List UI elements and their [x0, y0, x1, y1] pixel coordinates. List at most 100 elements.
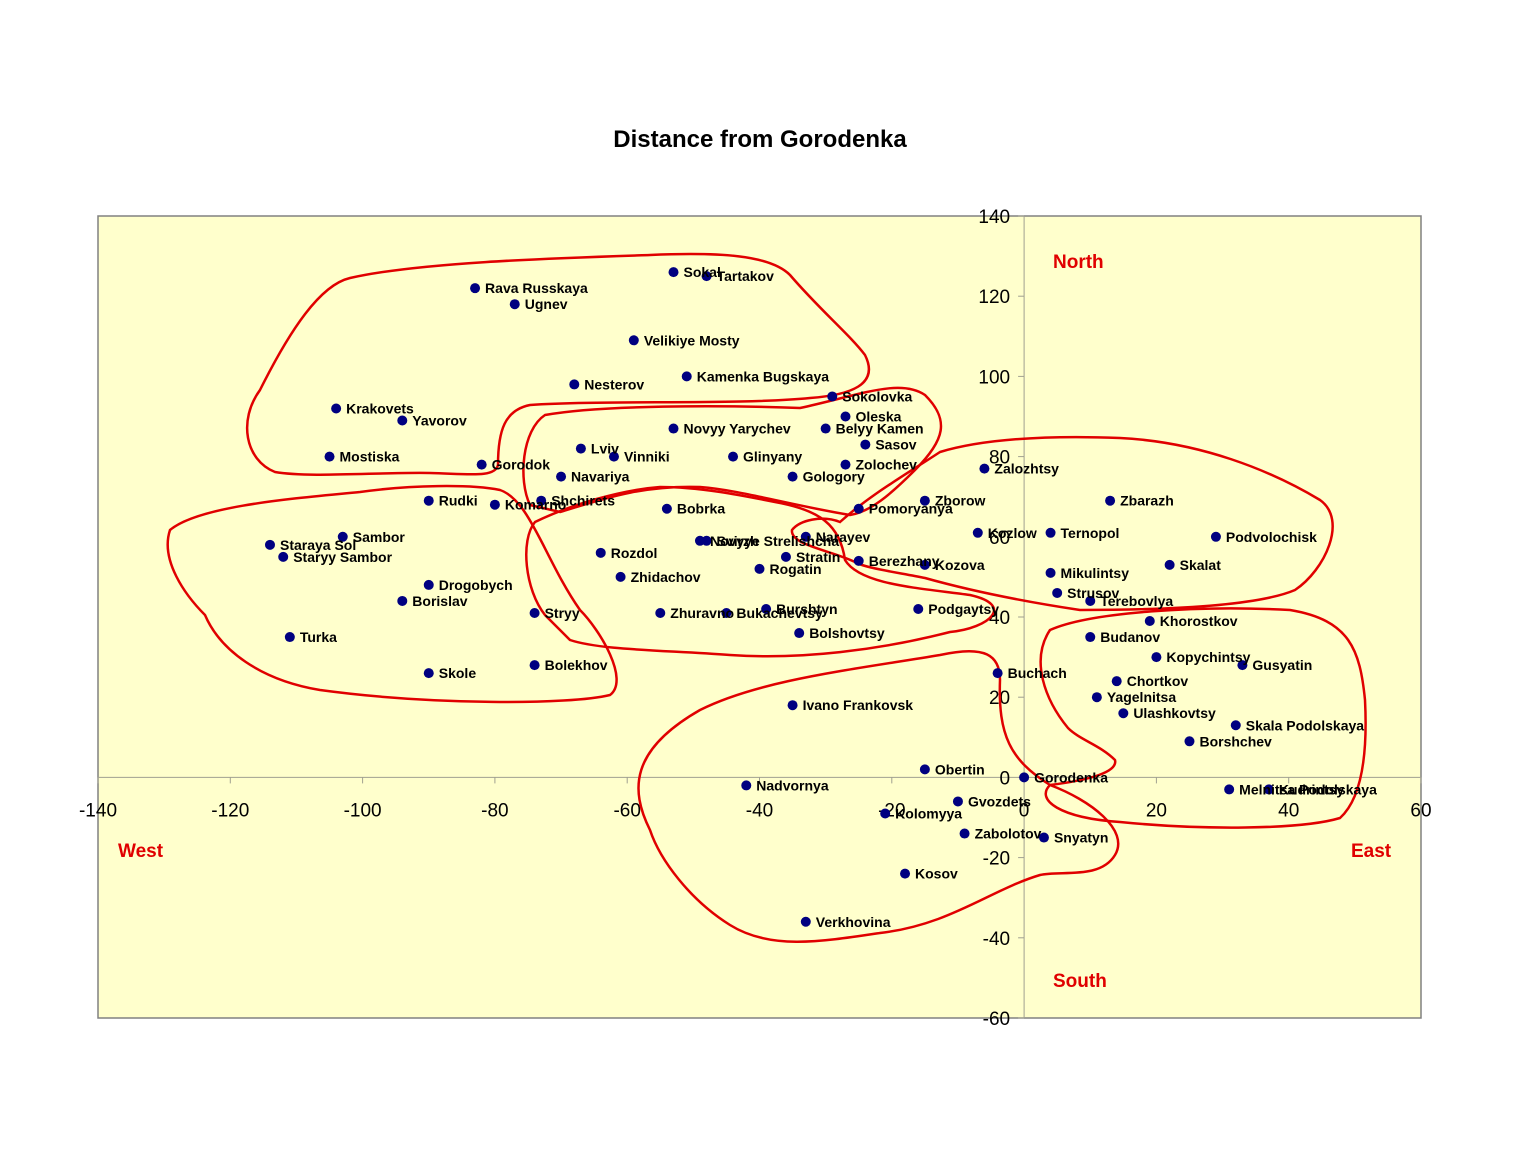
- y-tick-label: 60: [989, 528, 1010, 549]
- point-terebovlya: [1085, 595, 1096, 606]
- point-buchach: [992, 668, 1003, 679]
- label-skala-podolskaya: Skala Podolskaya: [1246, 717, 1365, 733]
- label-gvozdets: Gvozdets: [968, 793, 1031, 809]
- plot-area: [97, 215, 1422, 1019]
- y-tick-label: -20: [983, 849, 1010, 870]
- label-skalat: Skalat: [1180, 557, 1222, 573]
- point-pomoryanya: [853, 503, 864, 514]
- point-gorodok: [476, 459, 487, 470]
- point-vinniki: [608, 451, 619, 462]
- label-skole: Skole: [439, 665, 477, 681]
- label-kudrintsy: Kudrintsy: [1279, 781, 1345, 797]
- label-krakovets: Krakovets: [346, 400, 414, 416]
- x-tick-label: 60: [1410, 800, 1431, 821]
- label-zolochev: Zolochev: [855, 457, 917, 473]
- x-tick-label: -140: [79, 800, 117, 821]
- point-gorodenka: [1019, 772, 1030, 783]
- point-tartakov: [701, 271, 712, 282]
- point-zolochev: [840, 459, 851, 470]
- label-yavorov: Yavorov: [412, 413, 467, 429]
- point-zhidachov: [615, 571, 626, 582]
- point-ivano-frankovsk: [787, 700, 798, 711]
- label-mikulintsy: Mikulintsy: [1061, 565, 1130, 581]
- point-skala-podolskaya: [1230, 720, 1241, 731]
- label-gusyatin: Gusyatin: [1252, 657, 1312, 673]
- point-kozlow: [972, 527, 983, 538]
- label-kopychintsy: Kopychintsy: [1166, 649, 1250, 665]
- point-nadvornya: [741, 780, 752, 791]
- label-yagelnitsa: Yagelnitsa: [1107, 689, 1176, 705]
- label-bukachevtsy: Bukachevtsy: [736, 605, 823, 621]
- point-drogobych: [423, 579, 434, 590]
- label-zhuravno: Zhuravno: [670, 605, 734, 621]
- point-sokal: [668, 267, 679, 278]
- point-budanov: [1085, 632, 1096, 643]
- point-bobrka: [661, 503, 672, 514]
- label-kosov: Kosov: [915, 866, 958, 882]
- chart-title: Distance from Gorodenka: [613, 126, 907, 153]
- point-narayev: [800, 531, 811, 542]
- label-zalozhtsy: Zalozhtsy: [994, 461, 1059, 477]
- point-zbarazh: [1105, 495, 1116, 506]
- point-svirzh: [701, 535, 712, 546]
- label-stratin: Stratin: [796, 549, 840, 565]
- point-obertin: [919, 764, 930, 775]
- point-lviv: [575, 443, 586, 454]
- label-bolekhov: Bolekhov: [545, 657, 608, 673]
- label-ulashkovtsy: Ulashkovtsy: [1133, 705, 1216, 721]
- point-sambor: [337, 531, 348, 542]
- label-staryy-sambor: Staryy Sambor: [293, 549, 392, 565]
- label-drogobych: Drogobych: [439, 577, 513, 593]
- region-center-outline: [525, 485, 996, 658]
- label-chortkov: Chortkov: [1127, 673, 1189, 689]
- label-zhidachov: Zhidachov: [631, 569, 701, 585]
- label-bobrka: Bobrka: [677, 501, 725, 517]
- point-gologory: [787, 471, 798, 482]
- label-svirzh: Svirzh: [717, 533, 759, 549]
- label-zborow: Zborow: [935, 493, 986, 509]
- point-zabolotov: [959, 828, 970, 839]
- point-kopychintsy: [1151, 652, 1162, 663]
- x-tick-label: 20: [1146, 800, 1167, 821]
- point-verkhovina: [800, 916, 811, 927]
- direction-labels: North South East West: [118, 252, 1392, 992]
- point-sasov: [860, 439, 871, 450]
- label-sokal: Sokal: [684, 264, 721, 280]
- point-stratin: [780, 551, 791, 562]
- point-turka: [284, 632, 295, 643]
- point-skalat: [1164, 559, 1175, 570]
- point-kosov: [900, 868, 911, 879]
- point-burshtyn: [761, 603, 772, 614]
- point-rava-russkaya: [470, 283, 481, 294]
- label-mostiska: Mostiska: [340, 449, 400, 465]
- label-komarno: Komarno: [505, 497, 566, 513]
- label-gorodenka: Gorodenka: [1034, 769, 1108, 785]
- point-yavorov: [397, 415, 408, 426]
- label-kamenka-bugskaya: Kamenka Bugskaya: [697, 368, 830, 384]
- label-gologory: Gologory: [803, 469, 865, 485]
- point-zhuravno: [655, 607, 666, 618]
- label-lviv: Lviv: [591, 441, 619, 457]
- label-ugnev: Ugnev: [525, 296, 568, 312]
- point-skole: [423, 668, 434, 679]
- label-rogatin: Rogatin: [770, 561, 822, 577]
- point-kolomyya: [880, 808, 891, 819]
- point-podvolochisk: [1210, 531, 1221, 542]
- point-borshchev: [1184, 736, 1195, 747]
- label-borshchev: Borshchev: [1199, 733, 1272, 749]
- label-tartakov: Tartakov: [717, 268, 775, 284]
- label-podvolochisk: Podvolochisk: [1226, 529, 1317, 545]
- y-tick-label: 0: [1000, 768, 1011, 789]
- x-tick-label: -40: [746, 800, 773, 821]
- label-narayev: Narayev: [816, 529, 871, 545]
- point-borislav: [397, 595, 408, 606]
- point-strusov: [1052, 587, 1063, 598]
- point-ugnev: [509, 299, 520, 310]
- region-north-outline: [245, 252, 871, 476]
- label-melnitsa-podolskaya: Melnitsa Podolskaya: [1239, 781, 1377, 797]
- y-tick-label: 100: [978, 367, 1010, 388]
- point-melnitsa-podolskaya: [1224, 784, 1235, 795]
- point-kozova: [919, 559, 930, 570]
- region-lviv-outline: [522, 386, 943, 517]
- label-ivano-frankovsk: Ivano Frankovsk: [803, 697, 914, 713]
